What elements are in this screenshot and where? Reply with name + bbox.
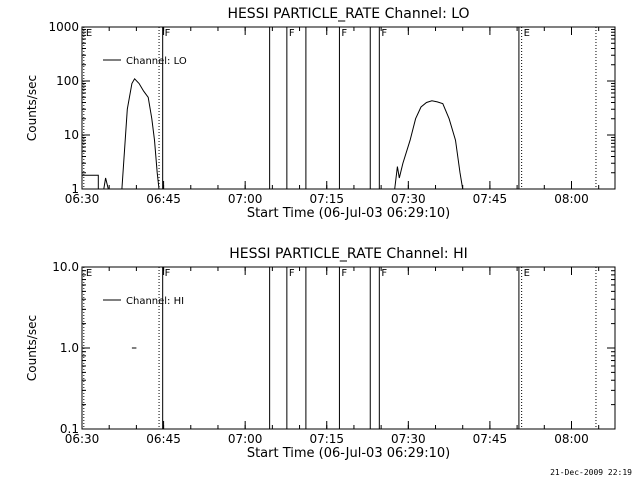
event-marker-label: E <box>86 268 92 279</box>
event-marker-label: F <box>165 28 171 39</box>
series-line-segment <box>103 177 109 190</box>
y-tick-label: 100 <box>56 74 79 88</box>
legend-label: Channel: HI <box>126 296 184 307</box>
x-tick-label: 07:15 <box>309 192 344 206</box>
event-marker-label: F <box>381 268 387 279</box>
x-tick-label: 07:15 <box>309 432 344 446</box>
y-tick-label: 1 <box>71 182 79 196</box>
y-axis-label: Counts/sec <box>25 75 39 141</box>
y-tick-label: 1.0 <box>60 341 79 355</box>
x-tick-label: 07:30 <box>391 432 426 446</box>
event-marker-label: F <box>289 28 295 39</box>
x-axis-label: Start Time (06-Jul-03 06:29:10) <box>247 446 450 461</box>
series-line-segment <box>82 174 99 189</box>
y-tick-label: 10 <box>64 128 79 142</box>
event-marker-label: F <box>381 28 387 39</box>
x-tick-label: 07:45 <box>473 432 508 446</box>
x-tick-label: 07:45 <box>473 192 508 206</box>
event-marker-label: F <box>165 268 171 279</box>
event-marker-label: E <box>86 28 92 39</box>
y-tick-label: 10.0 <box>52 260 79 274</box>
event-marker-label: F <box>289 268 295 279</box>
panel-hi: HESSI PARTICLE_RATE Channel: HI 06:30 06:4… <box>25 246 616 461</box>
x-tick-label: 07:30 <box>391 192 426 206</box>
x-tick-label: 06:30 <box>65 432 100 446</box>
chart-title: HESSI PARTICLE_RATE Channel: LO <box>227 6 469 22</box>
legend-label: Channel: LO <box>126 56 187 67</box>
event-marker-label: E <box>524 268 530 279</box>
x-tick-label: 06:45 <box>146 192 181 206</box>
x-tick-label: 06:45 <box>146 432 181 446</box>
y-tick-label: 0.1 <box>60 422 79 436</box>
chart-title: HESSI PARTICLE_RATE Channel: HI <box>229 246 467 262</box>
event-marker-label: F <box>341 268 347 279</box>
series-line-segment <box>394 100 464 190</box>
x-tick-label: 08:00 <box>554 432 589 446</box>
event-marker-label: F <box>341 28 347 39</box>
x-tick-label: 06:30 <box>65 192 100 206</box>
panel-lo: HESSI PARTICLE_RATE Channel: LO 06:30 06:4… <box>25 6 616 221</box>
plot-frame <box>81 266 616 430</box>
y-axis-label: Counts/sec <box>25 315 39 381</box>
series-line-segment <box>121 77 160 190</box>
footer-timestamp: 21-Dec-2009 22:19 <box>550 468 632 477</box>
event-marker-label: E <box>524 28 530 39</box>
x-tick-label: 07:00 <box>228 192 263 206</box>
x-tick-label: 08:00 <box>554 192 589 206</box>
x-axis-label: Start Time (06-Jul-03 06:29:10) <box>247 206 450 221</box>
plot-frame <box>81 26 616 190</box>
x-tick-label: 07:00 <box>228 432 263 446</box>
y-tick-label: 1000 <box>48 20 79 34</box>
